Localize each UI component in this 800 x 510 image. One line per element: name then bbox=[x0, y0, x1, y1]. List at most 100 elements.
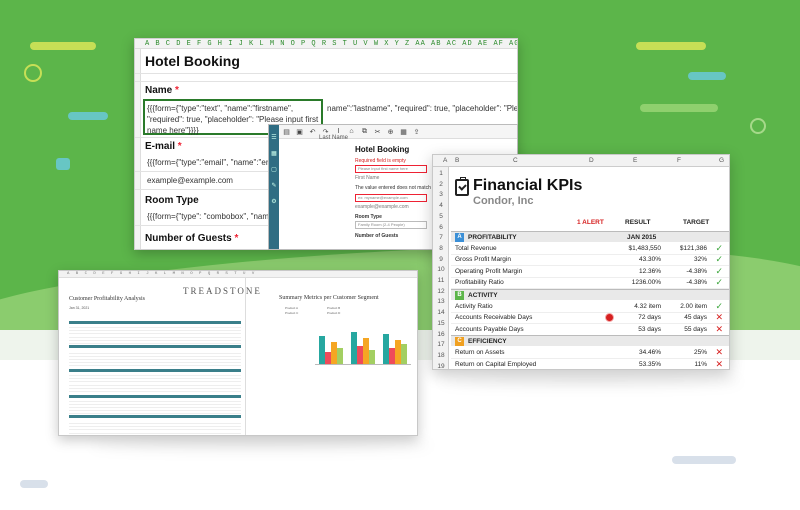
table-section-band bbox=[69, 369, 241, 372]
table-row bbox=[69, 360, 241, 364]
row-number: 15 bbox=[437, 319, 445, 327]
metric-result: 1236.00% bbox=[631, 279, 661, 287]
window-shadow bbox=[440, 376, 740, 386]
chart-bar bbox=[389, 348, 395, 364]
table-row bbox=[69, 408, 241, 412]
table-row bbox=[69, 389, 241, 392]
table-row bbox=[69, 402, 241, 405]
decor-pill bbox=[20, 480, 48, 488]
analysis-date: Jan 31, 2021 bbox=[69, 306, 90, 310]
metric-result: 4.32 item bbox=[634, 302, 661, 310]
cross-icon: ✕ bbox=[715, 312, 723, 323]
save-icon[interactable]: ▣ bbox=[296, 128, 303, 136]
email-label: E-mail * bbox=[145, 141, 182, 152]
name-label: Name * bbox=[145, 85, 179, 96]
cut-icon[interactable]: ✂ bbox=[374, 128, 381, 136]
row-number: 11 bbox=[437, 277, 445, 284]
table-icon[interactable]: ▦ bbox=[400, 128, 407, 136]
email-hint: example@example.com bbox=[355, 204, 409, 210]
email-input[interactable]: ex: myname@example.com bbox=[355, 194, 427, 202]
kpi-row: Activity Ratio 4.32 item 2.00 item ✓ bbox=[451, 301, 729, 313]
decor-pill bbox=[30, 42, 96, 50]
decor-pill bbox=[688, 72, 726, 80]
undo-icon[interactable]: ↶ bbox=[309, 128, 316, 136]
table-row bbox=[69, 431, 241, 434]
table-row bbox=[69, 341, 241, 344]
guests-label-text: Number of Guests bbox=[145, 233, 232, 244]
selected-cell[interactable] bbox=[143, 99, 323, 135]
room-type-label: Room Type bbox=[355, 214, 382, 220]
section-name: PROFITABILITY bbox=[468, 234, 517, 241]
target-header: TARGET bbox=[683, 219, 710, 226]
chart-bar bbox=[383, 334, 389, 364]
page-icon[interactable]: ▢ bbox=[271, 167, 277, 173]
table-row bbox=[69, 328, 241, 332]
column-header: A B C D E F G H I J K L M N O P Q R S T … bbox=[135, 39, 517, 49]
lock-icon[interactable]: ⌂ bbox=[349, 128, 354, 135]
section-header: C EFFICIENCY bbox=[451, 335, 729, 347]
folder-icon[interactable]: ▤ bbox=[283, 128, 290, 136]
export-icon[interactable]: ⇪ bbox=[413, 128, 420, 136]
kpi-row: Return on Capital Employed 53.35% 11% ✕ bbox=[451, 359, 729, 369]
treadstone-logo: TREADSTONE bbox=[183, 286, 262, 296]
sheet-divider bbox=[245, 278, 246, 435]
required-mark: * bbox=[234, 233, 239, 244]
firstname-form-code[interactable]: {{{form={"type":"text", "name":"firstnam… bbox=[147, 104, 319, 135]
col-a: A bbox=[443, 157, 448, 164]
column-header: A B C D E F G H I J K L M N O P Q R S T … bbox=[59, 271, 417, 278]
window-shadow bbox=[90, 440, 430, 450]
chart-bar bbox=[319, 336, 325, 364]
settings-icon[interactable]: ⚙ bbox=[271, 199, 277, 205]
section-header: B ACTIVITY bbox=[451, 289, 729, 300]
chart-title: Summary Metrics per Customer Segment bbox=[279, 295, 379, 301]
row-divider bbox=[135, 73, 517, 74]
metric-name: Return on Assets bbox=[455, 349, 505, 356]
row-number: 13 bbox=[437, 298, 445, 306]
guests-label: Number of Guests * bbox=[145, 233, 238, 244]
zoom-icon[interactable]: ⊕ bbox=[387, 128, 394, 136]
metric-name: Accounts Receivable Days bbox=[455, 314, 533, 322]
edit-icon[interactable]: ✎ bbox=[271, 183, 277, 189]
section-tag: B bbox=[455, 291, 464, 300]
name-label-text: Name bbox=[145, 85, 173, 96]
table-row bbox=[69, 376, 241, 380]
redo-icon[interactable]: ↷ bbox=[322, 128, 329, 136]
metric-result: 43.30% bbox=[638, 256, 661, 264]
lastname-form-code[interactable]: name":"lastname", "required": true, "pla… bbox=[327, 104, 517, 113]
validation-message: The value entered does not match a valid bbox=[355, 185, 447, 191]
kpi-row: Total Revenue $1,483,550 $121,386 ✓ bbox=[451, 243, 729, 255]
decor-pill bbox=[68, 112, 108, 120]
alert-dot-icon bbox=[605, 313, 614, 323]
metric-target: 25% bbox=[693, 349, 707, 356]
email-label-text: E-mail bbox=[145, 141, 176, 152]
form-builder-toolbar: ▤ ▣ ↶ ↷ I ⌂ ⧉ ✂ ⊕ ▦ ⇪ bbox=[269, 125, 517, 139]
roomtype-form-code[interactable]: {{{form={"type": "combobox", "name": " bbox=[147, 212, 277, 221]
email-form-code[interactable]: {{{form={"type":"email", "name":"email" bbox=[147, 158, 277, 167]
section-tag: C bbox=[455, 337, 464, 347]
copy-icon[interactable]: ⧉ bbox=[362, 127, 367, 135]
legend-item: Product B bbox=[327, 306, 341, 310]
kpi-subtitle: Condor, Inc bbox=[473, 195, 534, 207]
chart-bar bbox=[395, 340, 401, 364]
grid-icon[interactable]: ▦ bbox=[271, 151, 277, 157]
kpi-row: Return on Assets 34.46% 25% ✕ bbox=[451, 347, 729, 359]
section-name: EFFICIENCY bbox=[468, 338, 507, 346]
section-header: A PROFITABILITY JAN 2015 bbox=[451, 231, 729, 242]
metric-name: Return on Capital Employed bbox=[455, 360, 537, 368]
row-header bbox=[135, 49, 141, 249]
column-header: A B C D E F G bbox=[433, 155, 729, 167]
layers-icon[interactable]: ☰ bbox=[271, 135, 277, 141]
row-number: 12 bbox=[437, 287, 445, 295]
cursor-icon[interactable]: I bbox=[337, 128, 340, 135]
kpi-title: Financial KPIs bbox=[473, 177, 583, 194]
table-section-band bbox=[69, 395, 241, 398]
metric-target: $121,386 bbox=[679, 244, 707, 252]
metric-target: 45 days bbox=[684, 314, 707, 322]
room-type-select[interactable]: Family Room (2-4 People) bbox=[355, 221, 427, 229]
first-name-input[interactable]: Please input first name here bbox=[355, 165, 427, 173]
table-row bbox=[69, 354, 241, 357]
metric-result: 53.35% bbox=[638, 360, 661, 368]
legend-item: Product D bbox=[327, 311, 341, 315]
form-title: Hotel Booking bbox=[355, 145, 410, 154]
kpi-row: Profitability Ratio 1236.00% -4.38% ✓ bbox=[451, 277, 729, 290]
